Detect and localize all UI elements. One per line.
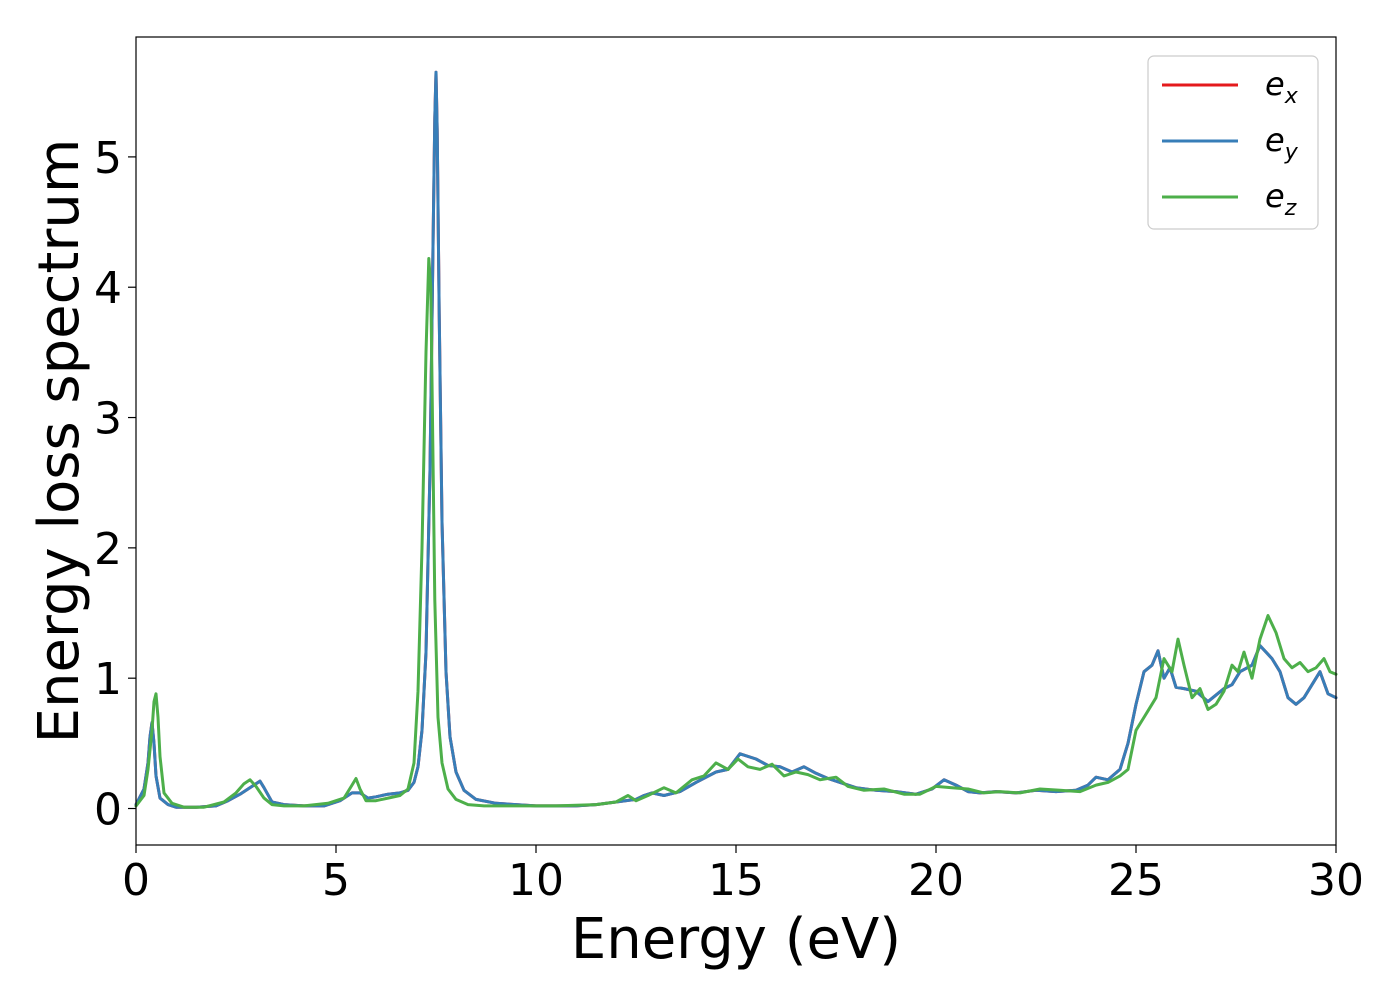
y-tick-label: 4 bbox=[94, 263, 122, 314]
x-tick-label: 20 bbox=[908, 855, 964, 906]
x-tick-label: 10 bbox=[508, 855, 564, 906]
y-axis-title: Energy loss spectrum bbox=[27, 139, 92, 744]
x-tick-label: 15 bbox=[708, 855, 764, 906]
y-tick-label: 5 bbox=[94, 133, 122, 184]
plot-lines bbox=[134, 70, 1338, 809]
x-axis: 0 5 10 15 20 25 30 bbox=[122, 845, 1364, 906]
y-tick-label: 3 bbox=[94, 394, 122, 445]
x-tick-label: 30 bbox=[1308, 855, 1364, 906]
x-tick-label: 0 bbox=[122, 855, 150, 906]
x-tick-label: 25 bbox=[1108, 855, 1164, 906]
y-tick-label: 2 bbox=[94, 524, 122, 575]
y-axis: 0 1 2 3 4 5 bbox=[94, 133, 136, 836]
series-line-z bbox=[134, 257, 1338, 809]
y-tick-label: 0 bbox=[94, 785, 122, 836]
y-tick-label: 1 bbox=[94, 654, 122, 705]
legend-label-x: ex bbox=[1265, 65, 1299, 109]
legend-label-z: ez bbox=[1265, 177, 1297, 221]
x-axis-title: Energy (eV) bbox=[571, 907, 901, 972]
x-tick-label: 5 bbox=[322, 855, 350, 906]
legend: ex ey ez bbox=[1147, 55, 1319, 230]
legend-label-y: ey bbox=[1265, 121, 1299, 165]
